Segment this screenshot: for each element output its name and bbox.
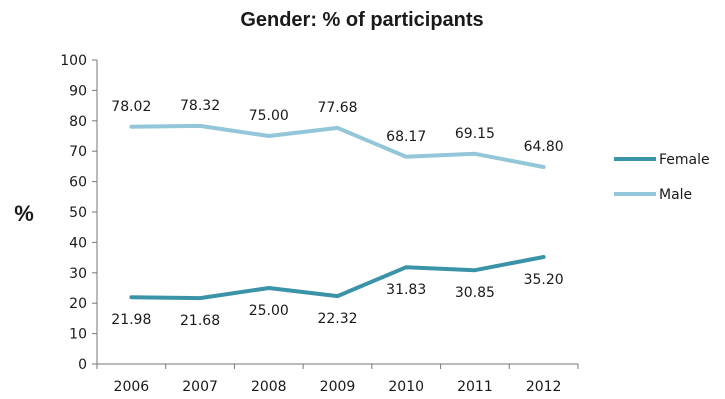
data-label-female: 21.98 xyxy=(111,312,151,328)
legend: Female Male xyxy=(614,152,710,203)
x-tick-label: 2012 xyxy=(526,379,562,395)
x-ticks: 2006 2007 2008 2009 2010 2011 2012 xyxy=(96,364,579,395)
data-label-male: 75.00 xyxy=(249,108,289,124)
data-labels: 21.98 21.68 25.00 22.32 31.83 30.85 35.20 78.02… xyxy=(111,98,563,329)
data-label-male: 69.15 xyxy=(455,126,495,142)
y-tick-label: 80 xyxy=(69,114,87,130)
data-label-male: 78.32 xyxy=(180,98,220,114)
data-label-female: 22.32 xyxy=(317,311,357,327)
data-label-female: 35.20 xyxy=(524,272,564,288)
x-tick-label: 2007 xyxy=(182,379,218,395)
y-tick-label: 50 xyxy=(69,205,87,221)
y-tick-label: 100 xyxy=(60,53,87,69)
y-tick-label: 0 xyxy=(78,357,87,373)
y-tick-label: 20 xyxy=(69,296,87,312)
x-tick-label: 2008 xyxy=(251,379,287,395)
data-label-female: 25.00 xyxy=(249,303,289,319)
series-line-male xyxy=(129,123,546,169)
data-label-male: 68.17 xyxy=(386,129,426,145)
y-tick-label: 90 xyxy=(69,83,87,99)
y-axis-label: % xyxy=(14,201,34,226)
data-label-female: 21.68 xyxy=(180,313,220,329)
series-line-female xyxy=(129,255,546,301)
legend-label-male: Male xyxy=(659,187,692,203)
x-tick-label: 2006 xyxy=(114,379,150,395)
data-label-male: 64.80 xyxy=(524,139,564,155)
legend-label-female: Female xyxy=(659,152,710,168)
series-lines xyxy=(129,123,546,301)
y-ticks: 0 10 20 30 40 50 60 70 80 90 100 xyxy=(60,53,97,373)
data-label-female: 30.85 xyxy=(455,285,495,301)
x-tick-label: 2009 xyxy=(320,379,356,395)
data-label-female: 31.83 xyxy=(386,282,426,298)
x-tick-label: 2010 xyxy=(388,379,424,395)
y-tick-label: 70 xyxy=(69,144,87,160)
y-tick-label: 40 xyxy=(69,235,87,251)
y-tick-label: 30 xyxy=(69,266,87,282)
y-tick-label: 10 xyxy=(69,327,87,343)
chart-title: Gender: % of participants xyxy=(240,9,483,31)
y-tick-label: 60 xyxy=(69,175,87,191)
data-label-male: 78.02 xyxy=(111,99,151,115)
x-tick-label: 2011 xyxy=(457,379,493,395)
data-label-male: 77.68 xyxy=(317,100,357,116)
